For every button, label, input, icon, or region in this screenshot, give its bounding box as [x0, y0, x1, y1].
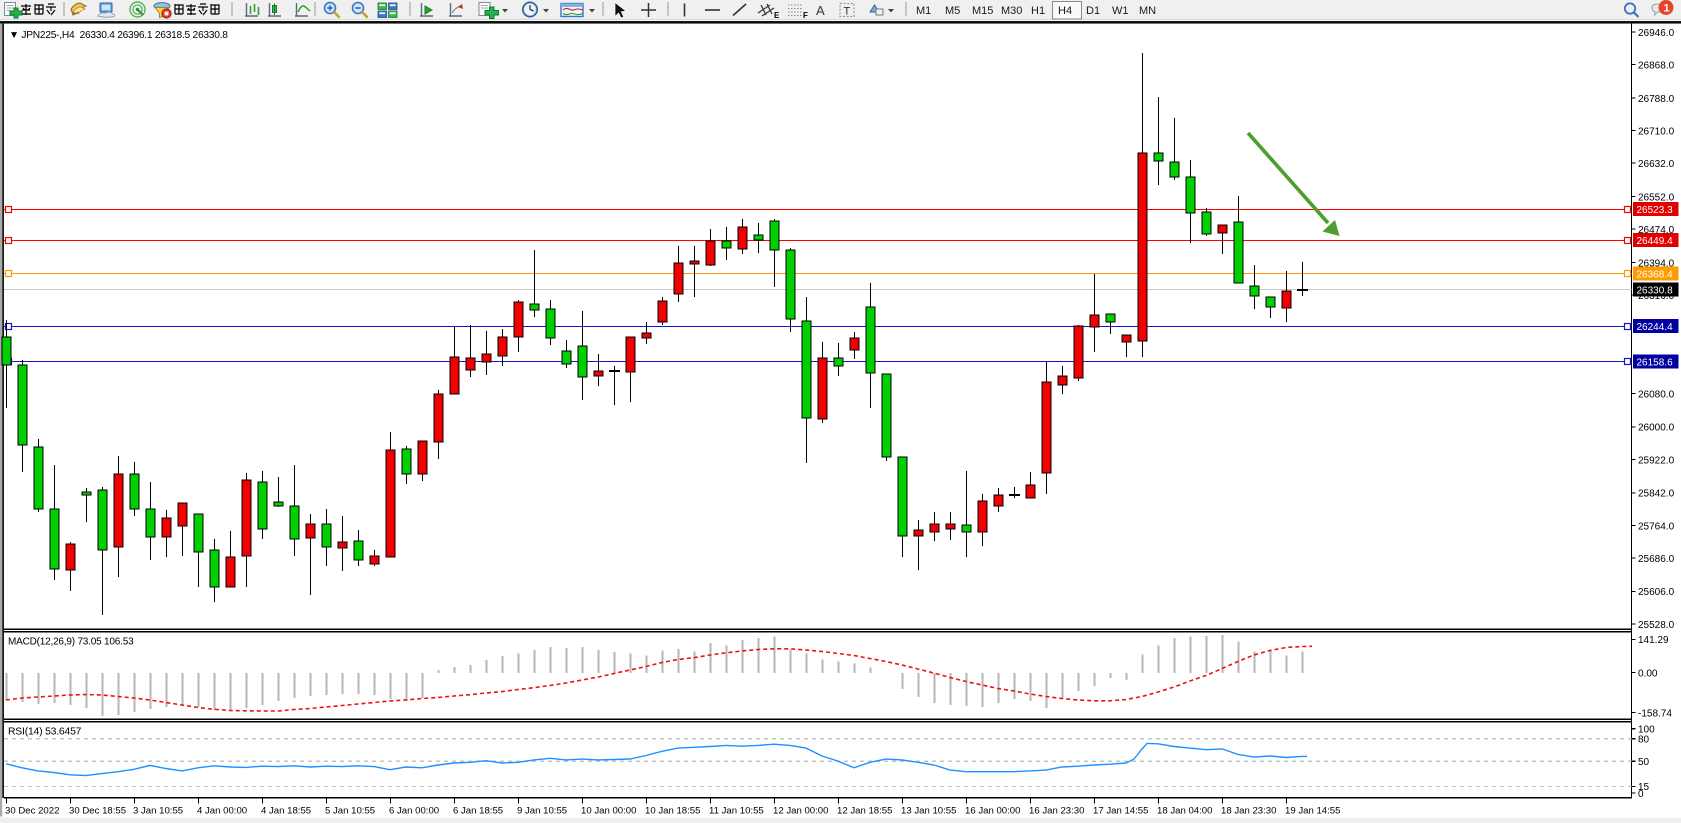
svg-text:25528.0: 25528.0 — [1638, 620, 1675, 631]
svg-text:100: 100 — [1638, 725, 1655, 736]
svg-text:25842.0: 25842.0 — [1638, 489, 1675, 500]
svg-text:M15: M15 — [972, 5, 993, 17]
svg-text:26244.4: 26244.4 — [1637, 322, 1674, 333]
svg-text:26710.0: 26710.0 — [1638, 126, 1675, 137]
svg-text:10 Jan 00:00: 10 Jan 00:00 — [581, 806, 636, 817]
svg-text:M1: M1 — [916, 5, 931, 17]
svg-text:19 Jan 14:55: 19 Jan 14:55 — [1285, 806, 1340, 817]
svg-text:17 Jan 14:55: 17 Jan 14:55 — [1093, 806, 1148, 817]
svg-text:5 Jan 10:55: 5 Jan 10:55 — [325, 806, 375, 817]
svg-text:0: 0 — [1638, 789, 1644, 800]
svg-text:6 Jan 00:00: 6 Jan 00:00 — [389, 806, 439, 817]
svg-text:12 Jan 18:55: 12 Jan 18:55 — [837, 806, 892, 817]
svg-text:F: F — [803, 11, 808, 20]
svg-text:13 Jan 10:55: 13 Jan 10:55 — [901, 806, 956, 817]
svg-text:1: 1 — [1664, 3, 1670, 15]
svg-text:25922.0: 25922.0 — [1638, 455, 1675, 466]
svg-text:M30: M30 — [1001, 5, 1022, 17]
svg-text:E: E — [774, 11, 780, 20]
svg-text:4 Jan 00:00: 4 Jan 00:00 — [197, 806, 247, 817]
svg-text:16 Jan 00:00: 16 Jan 00:00 — [965, 806, 1020, 817]
svg-text:3 Jan 10:55: 3 Jan 10:55 — [133, 806, 183, 817]
svg-text:16 Jan 23:30: 16 Jan 23:30 — [1029, 806, 1084, 817]
svg-text:6 Jan 18:55: 6 Jan 18:55 — [453, 806, 503, 817]
svg-text:26788.0: 26788.0 — [1638, 94, 1675, 105]
svg-text:26946.0: 26946.0 — [1638, 28, 1675, 39]
svg-text:80: 80 — [1638, 735, 1650, 746]
svg-text:30 Dec 2022: 30 Dec 2022 — [5, 806, 59, 817]
svg-text:9 Jan 10:55: 9 Jan 10:55 — [517, 806, 567, 817]
svg-text:11 Jan 10:55: 11 Jan 10:55 — [709, 806, 764, 817]
svg-text:A: A — [816, 3, 825, 18]
svg-text:MN: MN — [1139, 5, 1156, 17]
svg-text:D1: D1 — [1086, 5, 1100, 17]
svg-text:26080.0: 26080.0 — [1638, 389, 1675, 400]
svg-text:12 Jan 00:00: 12 Jan 00:00 — [773, 806, 828, 817]
svg-text:26368.4: 26368.4 — [1637, 270, 1674, 281]
svg-text:26158.6: 26158.6 — [1637, 358, 1674, 369]
svg-text:-158.74: -158.74 — [1638, 708, 1672, 719]
svg-text:25686.0: 25686.0 — [1638, 554, 1675, 565]
svg-text:25764.0: 25764.0 — [1638, 521, 1675, 532]
svg-text:30 Dec 18:55: 30 Dec 18:55 — [69, 806, 126, 817]
svg-text:25606.0: 25606.0 — [1638, 587, 1675, 598]
svg-text:MACD(12,26,9) 73.05 106.53: MACD(12,26,9) 73.05 106.53 — [8, 637, 134, 648]
svg-text:18 Jan 23:30: 18 Jan 23:30 — [1221, 806, 1276, 817]
svg-text:26330.8: 26330.8 — [1637, 286, 1674, 297]
svg-text:10 Jan 18:55: 10 Jan 18:55 — [645, 806, 700, 817]
svg-text:H4: H4 — [1058, 5, 1072, 17]
svg-text:26394.0: 26394.0 — [1638, 258, 1675, 269]
svg-text:26000.0: 26000.0 — [1638, 423, 1675, 434]
svg-text:4 Jan 18:55: 4 Jan 18:55 — [261, 806, 311, 817]
svg-text:▼ JPN225-,H4 26330.4 26396.1: ▼ JPN225-,H4 26330.4 26396.1 26318.5 263… — [9, 30, 228, 41]
svg-text:0.00: 0.00 — [1638, 668, 1658, 679]
svg-text:50: 50 — [1638, 757, 1650, 768]
svg-text:26868.0: 26868.0 — [1638, 60, 1675, 71]
svg-text:26632.0: 26632.0 — [1638, 159, 1675, 170]
svg-text:18 Jan 04:00: 18 Jan 04:00 — [1157, 806, 1212, 817]
svg-text:26449.4: 26449.4 — [1637, 236, 1674, 247]
svg-text:141.29: 141.29 — [1638, 635, 1669, 646]
svg-text:RSI(14) 53.6457: RSI(14) 53.6457 — [8, 727, 82, 738]
svg-text:26474.0: 26474.0 — [1638, 225, 1675, 236]
svg-text:26523.3: 26523.3 — [1637, 205, 1674, 216]
svg-text:15: 15 — [1638, 782, 1650, 793]
svg-text:T: T — [844, 6, 851, 18]
svg-text:M5: M5 — [945, 5, 960, 17]
svg-text:H1: H1 — [1031, 5, 1045, 17]
svg-text:26552.0: 26552.0 — [1638, 192, 1675, 203]
svg-text:W1: W1 — [1112, 5, 1129, 17]
